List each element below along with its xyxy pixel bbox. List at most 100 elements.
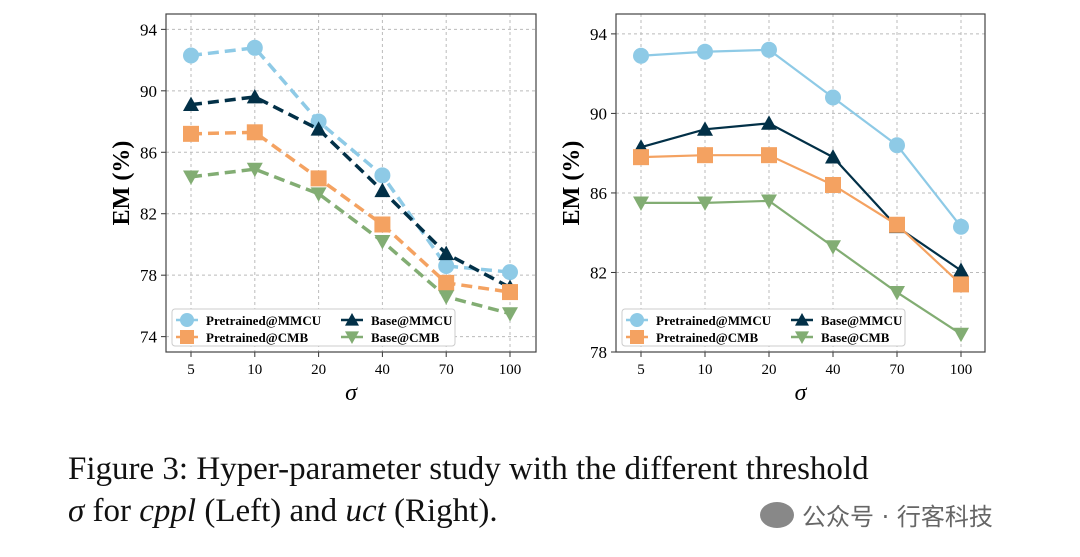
y-tick-label: 94: [140, 20, 158, 39]
watermark: 公众号 · 行客科技: [760, 497, 993, 532]
marker-circle: [630, 313, 644, 327]
marker-circle: [180, 313, 194, 327]
chart-right: 5 10 20 40 70 100 78 82 86 90 94 σ EM (%) Pretrained@…: [559, 13, 986, 406]
caption: Figure 3: Hyper-parameter study with the…: [68, 448, 869, 532]
marker-square: [953, 276, 969, 293]
marker-square: [180, 330, 194, 344]
x-tick-label: 10: [247, 362, 262, 378]
y-tick-label: 94: [590, 25, 608, 44]
marker-square: [310, 170, 327, 187]
legend-label: Pretrained@MMCU: [206, 313, 322, 328]
marker-square: [889, 216, 905, 233]
marker-triangle-up: [246, 88, 263, 104]
x-tick-label: 40: [826, 362, 841, 378]
marker-triangle-up: [697, 121, 713, 136]
x-axis-label: σ: [795, 380, 808, 406]
y-axis-label: EM (%): [109, 141, 135, 226]
legend: Pretrained@MMCU Base@MMCU Pretrained@CMB Ba…: [621, 308, 906, 347]
marker-triangle-down: [183, 170, 199, 185]
marker-triangle-down: [502, 307, 518, 322]
legend-label: Base@CMB: [371, 330, 440, 345]
wechat-icon: [760, 501, 794, 528]
series-line: [190, 130, 511, 294]
series-line: [640, 48, 962, 228]
caption-for: for: [84, 493, 140, 529]
marker-triangle-up: [345, 313, 359, 326]
marker-square: [697, 147, 713, 164]
y-tick-label: 82: [140, 205, 157, 224]
marker-triangle-down: [795, 331, 809, 344]
marker-circle: [697, 43, 713, 60]
caption-line-1: Figure 3: Hyper-parameter study with the…: [68, 451, 869, 487]
series-Base@MMCU: [633, 115, 969, 277]
series-Base@CMB: [633, 194, 969, 343]
legend-label: Base@MMCU: [371, 313, 453, 328]
y-tick-label: 90: [590, 104, 607, 123]
marker-triangle-down: [246, 162, 263, 178]
y-tick-label: 82: [590, 263, 607, 282]
legend-box: [171, 308, 456, 347]
legend-label: Base@CMB: [821, 330, 890, 345]
x-tick-label: 70: [439, 362, 454, 378]
y-tick-label: 86: [140, 143, 157, 162]
marker-triangle-down: [761, 194, 777, 209]
marker-triangle-down: [825, 240, 841, 255]
legend-label: Base@MMCU: [821, 313, 903, 328]
x-tick-label: 70: [890, 362, 905, 378]
caption-right: (Right).: [385, 493, 498, 529]
marker-triangle-up: [438, 245, 455, 261]
marker-triangle-up: [310, 121, 327, 136]
marker-triangle-down: [953, 327, 969, 343]
x-tick-label: 100: [950, 362, 973, 378]
caption-cppl: cppl: [139, 493, 197, 529]
plot-frame: [615, 13, 986, 353]
marker-triangle-up: [761, 115, 777, 130]
legend-label: Pretrained@MMCU: [656, 313, 772, 328]
series-Pretrained@CMB: [633, 147, 969, 293]
marker-square: [183, 125, 199, 142]
x-tick-label: 20: [762, 362, 777, 378]
y-axis-label: EM (%): [559, 141, 585, 226]
marker-square: [633, 149, 649, 166]
marker-square: [246, 124, 263, 141]
x-tick-label: 5: [187, 362, 195, 378]
y-tick-label: 78: [140, 266, 157, 285]
marker-square: [502, 284, 518, 301]
series-Pretrained@MMCU: [183, 39, 518, 281]
legend-label: Pretrained@CMB: [656, 330, 758, 345]
caption-uct: uct: [345, 493, 386, 529]
marker-triangle-down: [697, 196, 713, 211]
series-line: [641, 199, 962, 336]
y-tick-label: 74: [140, 328, 158, 347]
marker-circle: [374, 167, 391, 184]
series-line: [190, 45, 511, 274]
y-tick-label: 86: [590, 184, 607, 203]
marker-circle: [246, 39, 263, 56]
marker-triangle-up: [374, 182, 391, 198]
marker-circle: [889, 137, 905, 154]
marker-triangle-down: [633, 196, 649, 211]
marker-square: [761, 147, 777, 164]
series-Pretrained@MMCU: [633, 41, 969, 235]
marker-circle: [438, 257, 455, 274]
series-line: [190, 167, 511, 316]
y-tick-label: 90: [140, 82, 157, 101]
marker-triangle-up: [825, 149, 841, 164]
x-tick-label: 5: [637, 362, 645, 378]
caption-left: (Left) and: [196, 493, 346, 529]
series-Base@MMCU: [183, 88, 518, 294]
watermark-text: 公众号 · 行客科技: [802, 503, 993, 531]
marker-triangle-up: [795, 313, 809, 326]
series-line: [640, 154, 962, 286]
chart-left: 5 10 20 40 70 100 74 78 82 86 90 94 σ EM (%) Pretraine…: [109, 13, 537, 406]
marker-circle: [953, 218, 969, 235]
marker-triangle-down: [310, 187, 327, 202]
x-tick-label: 20: [311, 362, 326, 378]
marker-triangle-up: [953, 262, 969, 277]
series-Base@CMB: [183, 162, 518, 322]
legend-box: [621, 308, 906, 347]
caption-line-2: σ for cppl (Left) and uct (Right).: [68, 490, 869, 532]
marker-square: [825, 176, 841, 193]
legend: Pretrained@MMCU Base@MMCU Pretrained@CMB Ba…: [171, 308, 456, 347]
